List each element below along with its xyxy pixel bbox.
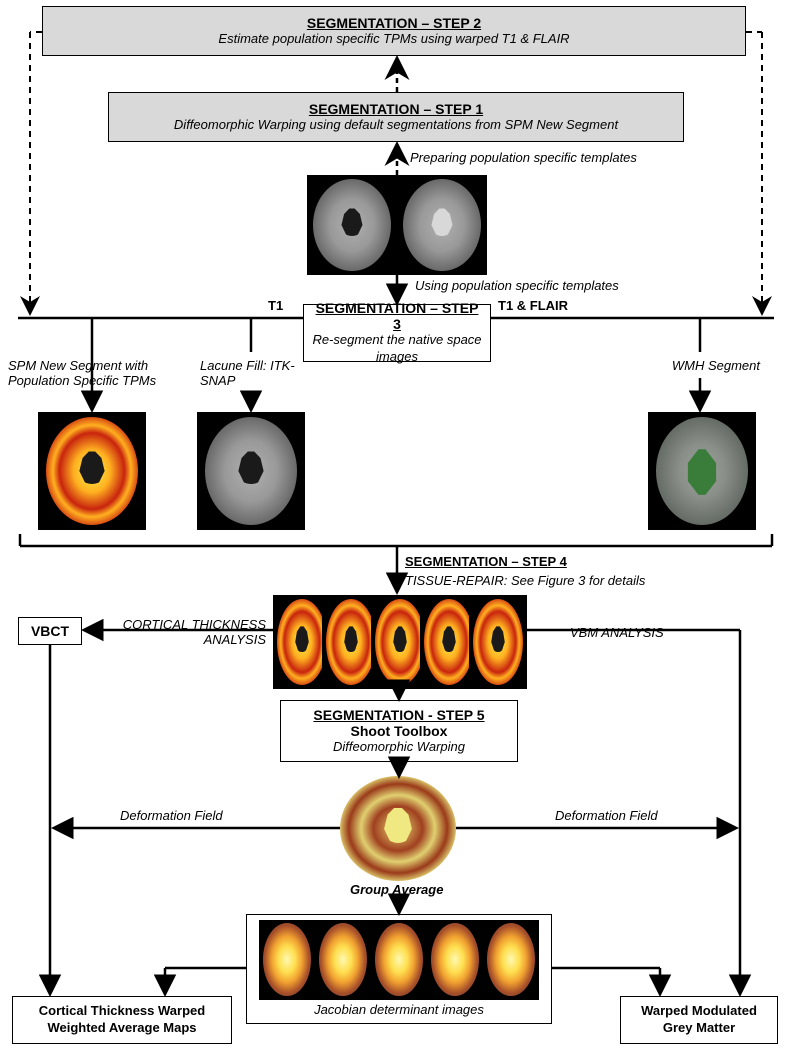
brain-row-5 [469, 595, 527, 689]
lacune-label-text: Lacune Fill: ITK-SNAP [200, 358, 295, 388]
step3-desc: Re-segment the native space images [312, 332, 482, 366]
wmh-label: WMH Segment [640, 358, 760, 373]
step2-box: SEGMENTATION – STEP 2 Estimate populatio… [42, 6, 746, 56]
step1-box: SEGMENTATION – STEP 1 Diffeomorphic Warp… [108, 92, 684, 142]
t1flair-label: T1 & FLAIR [498, 298, 568, 313]
lacune-label: Lacune Fill: ITK-SNAP [200, 358, 300, 388]
brain-pair-flair [397, 175, 487, 275]
brain-group-average [340, 776, 456, 881]
brain-lacune [197, 412, 305, 530]
jacobian-4 [427, 920, 483, 1000]
jacobian-3 [371, 920, 427, 1000]
step5-subtitle: Shoot Toolbox [351, 723, 448, 739]
jacobian-label: Jacobian determinant images [314, 1002, 484, 1019]
prep-templates-label: Preparing population specific templates [410, 150, 690, 165]
step4-desc-label: TISSUE-REPAIR: See Figure 3 for details [405, 573, 645, 588]
jacobian-box: Jacobian determinant images [246, 914, 552, 1024]
step1-desc: Diffeomorphic Warping using default segm… [174, 117, 618, 134]
step4-title-text: SEGMENTATION – STEP 4 [405, 554, 567, 569]
cortical-out-text: Cortical Thickness Warped Weighted Avera… [21, 1003, 223, 1037]
vbct-text: VBCT [31, 623, 69, 639]
step4-title-label: SEGMENTATION – STEP 4 [405, 554, 567, 569]
t1-label: T1 [268, 298, 283, 313]
wmh-label-text: WMH Segment [672, 358, 760, 373]
step2-desc: Estimate population specific TPMs using … [218, 31, 569, 48]
vbm-label: VBM ANALYSIS [570, 625, 664, 640]
warped-output-box: Warped Modulated Grey Matter [620, 996, 778, 1044]
step1-title: SEGMENTATION – STEP 1 [309, 101, 483, 117]
group-average-label: Group Average [350, 882, 443, 897]
spm-label-text: SPM New Segment with Population Specific… [8, 358, 156, 388]
jacobian-2 [315, 920, 371, 1000]
vbct-box: VBCT [18, 617, 82, 645]
jacobian-1 [259, 920, 315, 1000]
cortical-thickness-label: CORTICAL THICKNESS ANALYSIS [106, 617, 266, 647]
brain-spm-seg [38, 412, 146, 530]
deform-left: Deformation Field [120, 808, 223, 823]
step5-box: SEGMENTATION - STEP 5 Shoot Toolbox Diff… [280, 700, 518, 762]
deform-right: Deformation Field [555, 808, 658, 823]
step5-desc: Diffeomorphic Warping [333, 739, 465, 756]
cortical-output-box: Cortical Thickness Warped Weighted Avera… [12, 996, 232, 1044]
step5-title: SEGMENTATION - STEP 5 [313, 707, 484, 723]
step3-title: SEGMENTATION – STEP 3 [312, 300, 482, 332]
step2-title: SEGMENTATION – STEP 2 [307, 15, 481, 31]
warped-out-text: Warped Modulated Grey Matter [629, 1003, 769, 1037]
step3-box: SEGMENTATION – STEP 3 Re-segment the nat… [303, 304, 491, 362]
ct-text: CORTICAL THICKNESS ANALYSIS [123, 617, 266, 647]
spm-label: SPM New Segment with Population Specific… [8, 358, 168, 388]
jacobian-5 [483, 920, 539, 1000]
brain-wmh [648, 412, 756, 530]
brain-pair-t1 [307, 175, 397, 275]
using-templates-label: Using population specific templates [415, 278, 695, 293]
